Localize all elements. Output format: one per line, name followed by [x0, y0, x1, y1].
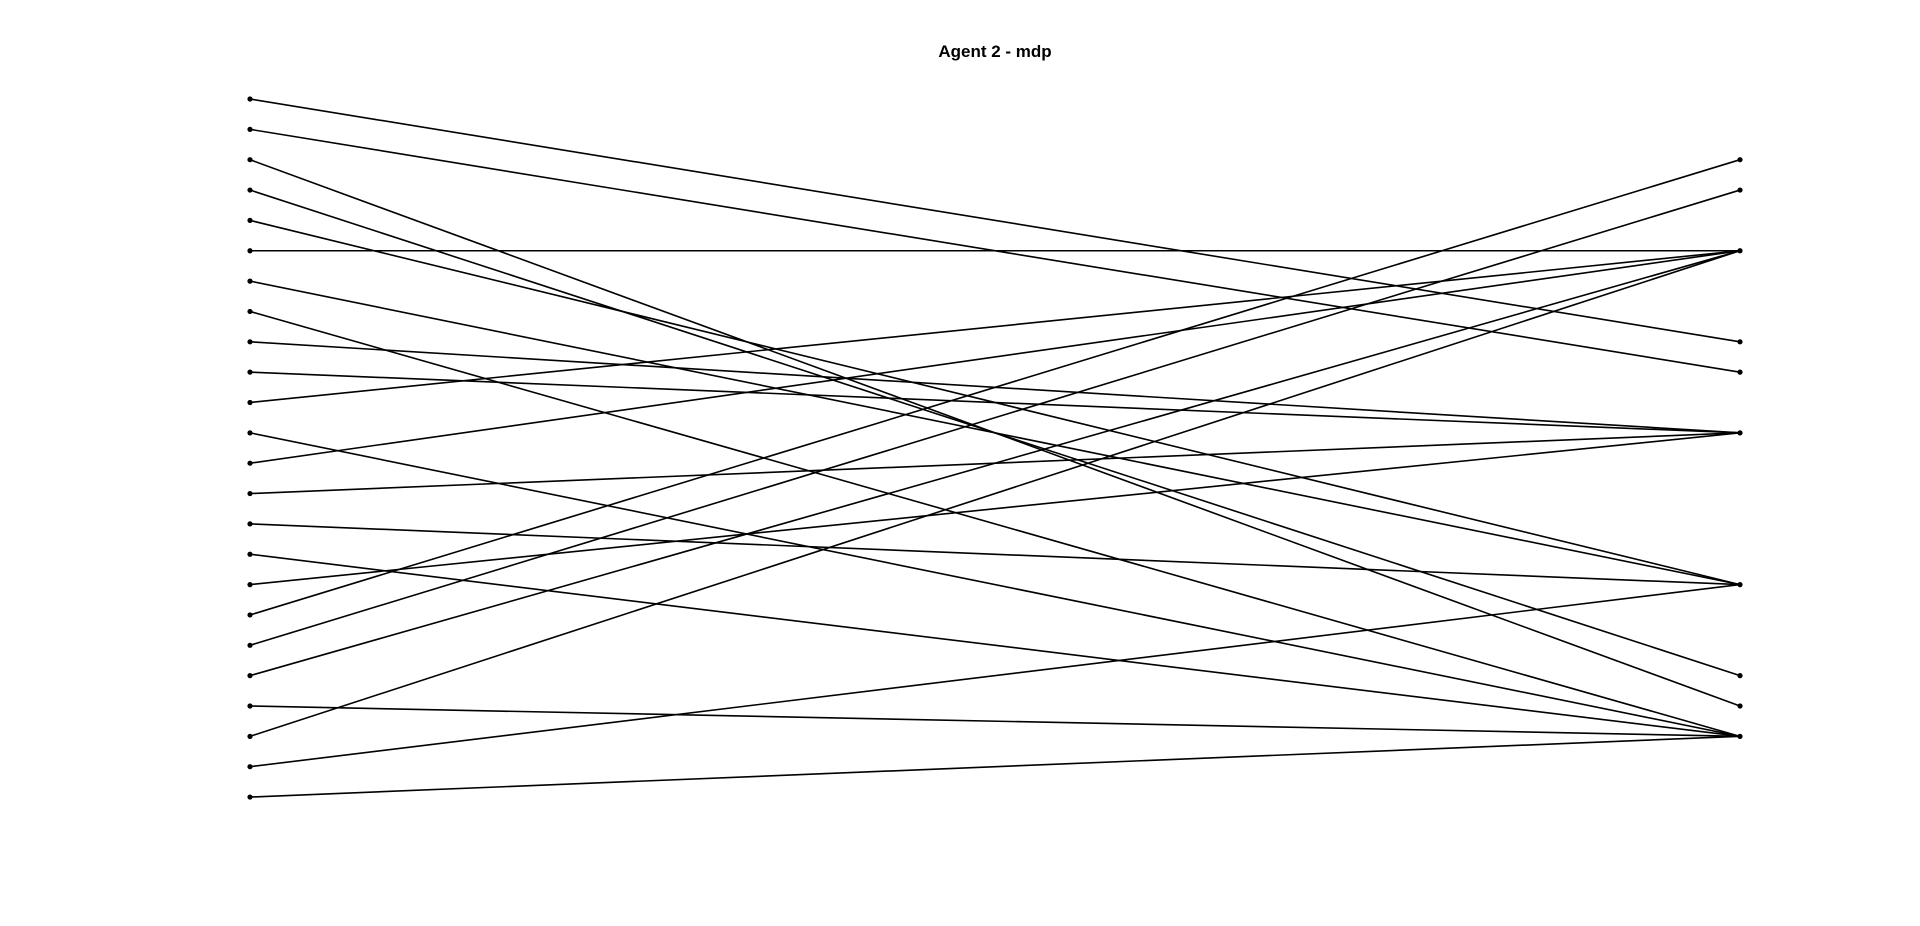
left-node-22: [247, 764, 253, 770]
right-node-5: [1737, 248, 1743, 254]
edge-6: [249, 280, 1741, 586]
right-node-3: [1737, 187, 1743, 193]
right-node-8: [1737, 339, 1743, 345]
edge-11: [249, 432, 1741, 738]
left-nodes-group: [247, 96, 253, 800]
edge-9: [249, 371, 1741, 434]
left-node-20: [247, 703, 253, 709]
left-node-21: [247, 733, 253, 739]
edges-group: [249, 98, 1741, 798]
right-node-20: [1737, 703, 1743, 709]
left-node-5: [247, 248, 253, 254]
edge-10: [249, 249, 1741, 404]
left-node-13: [247, 490, 253, 497]
edge-14: [249, 523, 1741, 586]
right-node-9: [1737, 369, 1743, 375]
left-node-11: [247, 430, 253, 436]
edge-15: [249, 553, 1741, 738]
left-node-15: [247, 551, 253, 557]
right-node-11: [1737, 430, 1743, 436]
left-node-0: [247, 96, 253, 102]
edge-0: [249, 98, 1741, 343]
left-node-14: [247, 521, 253, 527]
left-node-4: [247, 217, 253, 223]
edge-16: [249, 432, 1741, 586]
edge-7: [249, 310, 1741, 738]
right-node-16: [1737, 582, 1743, 588]
right-nodes-group: [1737, 157, 1743, 739]
left-node-8: [247, 339, 253, 345]
edge-23: [249, 735, 1741, 798]
left-node-10: [247, 399, 253, 406]
left-node-7: [247, 308, 253, 315]
edge-18: [249, 189, 1741, 647]
edge-20: [249, 705, 1741, 738]
left-node-16: [247, 582, 253, 588]
right-node-21: [1737, 733, 1743, 739]
left-node-23: [247, 794, 253, 800]
right-node-19: [1737, 673, 1743, 679]
edge-21: [249, 249, 1741, 738]
left-node-1: [247, 126, 253, 132]
edge-22: [249, 583, 1741, 768]
right-node-2: [1737, 157, 1743, 163]
left-node-2: [247, 157, 253, 163]
left-node-18: [247, 642, 253, 648]
edge-19: [249, 249, 1741, 677]
left-node-17: [247, 612, 253, 618]
diagram-title: Agent 2 - mdp: [938, 42, 1052, 61]
left-node-6: [247, 278, 253, 284]
left-node-3: [247, 187, 253, 193]
left-node-9: [247, 369, 253, 375]
edge-17: [249, 158, 1741, 616]
left-node-19: [247, 673, 253, 679]
left-node-12: [247, 460, 253, 466]
edge-12: [249, 249, 1741, 464]
